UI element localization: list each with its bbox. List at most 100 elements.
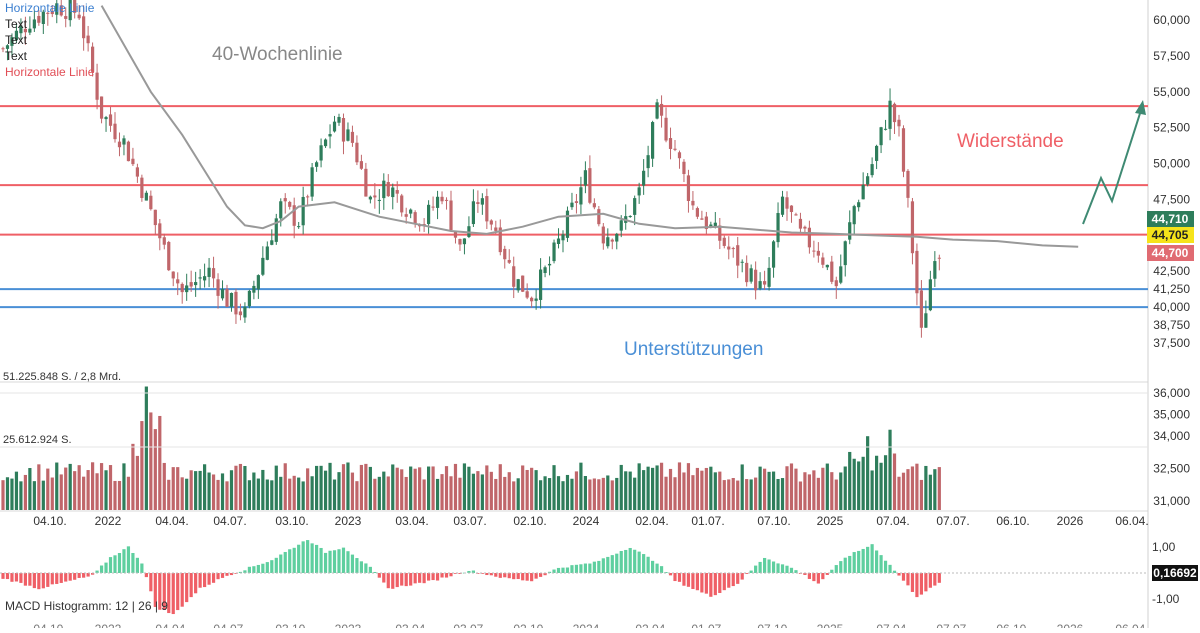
macd-bar: [727, 573, 731, 588]
macd-bar: [834, 565, 838, 573]
macd-bar: [440, 573, 444, 578]
macd-bar: [852, 552, 856, 573]
macd-bar: [126, 546, 131, 573]
macd-bar: [700, 573, 704, 593]
volume-bar: [270, 480, 274, 510]
volume-bar: [767, 471, 771, 510]
volume-bar: [292, 475, 296, 510]
macd-bar: [252, 566, 256, 573]
macd-bar: [131, 553, 135, 573]
candle-body: [310, 167, 314, 197]
legend-item-text[interactable]: Text: [5, 17, 28, 31]
candle-body: [646, 155, 650, 169]
candle-body: [642, 170, 646, 186]
macd-bar: [825, 573, 829, 575]
candle-body: [382, 180, 386, 199]
candle-body: [588, 168, 592, 203]
candle-body: [149, 195, 153, 210]
macd-bar: [265, 562, 269, 573]
candle-body: [189, 282, 193, 287]
candle-body: [225, 288, 229, 307]
candle-body: [14, 30, 19, 41]
macd-bar: [633, 549, 637, 573]
volume-bar: [682, 472, 686, 510]
volume-bar: [866, 436, 870, 510]
x-tick-label: 07.04.: [876, 514, 909, 528]
macd-bar: [879, 555, 883, 573]
volume-bar: [915, 463, 919, 510]
candle-body: [256, 275, 260, 290]
volume-bar: [870, 470, 874, 510]
volume-bar: [740, 464, 744, 510]
macd-bar: [108, 557, 113, 573]
macd-bar: [86, 573, 90, 577]
legend-item-horizontal-line-blue[interactable]: Horizontale Linie: [5, 1, 95, 15]
macd-bar: [866, 546, 870, 573]
volume-bar: [91, 462, 95, 510]
macd-bar: [32, 573, 36, 589]
volume-bar: [431, 466, 435, 510]
macd-bar: [68, 573, 72, 581]
macd-bar: [910, 573, 915, 592]
volume-bar: [628, 471, 632, 510]
candle-body: [736, 245, 740, 266]
volume-bar: [745, 479, 749, 510]
volume-bar: [624, 471, 628, 510]
candle-body: [431, 206, 435, 208]
volume-bar: [668, 468, 673, 510]
candles: [1, 0, 941, 338]
candle-body: [637, 187, 641, 196]
macd-bar: [247, 566, 251, 573]
x-tick-label-macd: 03.10.: [275, 622, 308, 628]
candle-body: [651, 122, 655, 159]
volume-bar: [171, 467, 175, 510]
legend-item-horizontal-line-red[interactable]: Horizontale Linie: [5, 65, 95, 79]
volume-bar: [861, 456, 865, 510]
candle-body: [238, 311, 243, 316]
volume-bar: [297, 477, 301, 510]
macd-bar: [189, 573, 193, 598]
candle-body: [306, 196, 310, 198]
candle-body: [301, 196, 305, 226]
price-tick-label: 42,500: [1153, 264, 1190, 278]
volume-bar: [883, 455, 888, 510]
volume-bar: [677, 462, 682, 510]
volume-bar: [556, 476, 561, 510]
macd-bar: [453, 573, 458, 574]
candle-body: [99, 96, 104, 119]
volume-bar: [391, 464, 395, 510]
volume-bar: [489, 471, 493, 510]
volume-bar: [108, 465, 113, 510]
volume-bar: [579, 462, 583, 510]
volume-tick-label: 36,000: [1153, 386, 1190, 400]
candle-body: [337, 116, 341, 123]
macd-bar: [901, 573, 906, 581]
macd-bar: [642, 554, 646, 573]
macd-bar: [104, 562, 108, 573]
macd-bar: [332, 550, 337, 573]
candle-body: [140, 177, 144, 198]
volume-bar: [888, 429, 892, 510]
legend-item-text[interactable]: Text: [5, 49, 28, 63]
macd-bar: [677, 573, 682, 582]
macd-bar: [171, 573, 175, 615]
volume-bar: [113, 480, 117, 510]
macd-bar: [306, 540, 310, 573]
volume-bar: [807, 474, 811, 510]
price-tick-label: 37,500: [1153, 336, 1190, 350]
macd-bar: [82, 573, 86, 578]
macd-bar: [431, 573, 435, 581]
macd-bar: [664, 572, 668, 573]
candle-body: [633, 198, 637, 215]
volume-bar: [216, 479, 220, 510]
macd-bar: [301, 541, 305, 573]
candle-body: [122, 138, 126, 145]
macd-bar: [763, 557, 767, 573]
candle-body: [23, 28, 27, 33]
macd-bar: [207, 573, 211, 585]
candle-body: [539, 269, 543, 300]
macd-bar: [283, 551, 287, 573]
legend-item-text[interactable]: Text: [5, 33, 28, 47]
volume-bar: [789, 463, 794, 510]
volume-bar: [41, 480, 45, 510]
